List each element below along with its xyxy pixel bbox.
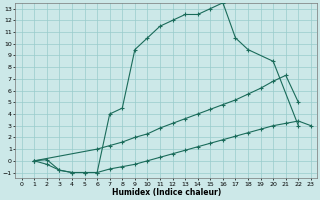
X-axis label: Humidex (Indice chaleur): Humidex (Indice chaleur) — [112, 188, 221, 197]
